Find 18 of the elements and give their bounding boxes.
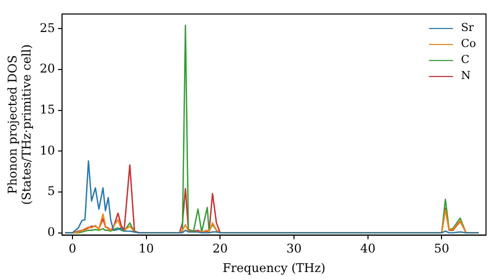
legend-label: Sr: [460, 20, 474, 36]
y-tick-label: 5: [47, 184, 56, 198]
x-tick-label: 0: [68, 242, 76, 256]
x-tick-label: 40: [360, 242, 376, 256]
x-tick-label: 30: [286, 242, 302, 256]
y-tick-label: 0: [47, 224, 56, 239]
legend-label: C: [460, 52, 470, 68]
y-tick-label: 10: [40, 143, 56, 158]
x-tick-label: 10: [138, 242, 154, 256]
x-tick-label: 20: [212, 242, 228, 256]
x-tick-label: 50: [434, 242, 450, 256]
legend-label: N: [460, 68, 471, 84]
y-tick-label: 25: [40, 20, 56, 35]
y-tick-label: 20: [40, 62, 56, 76]
y-axis-title: Phonon projected DOS (States/THz·primitive cell): [5, 44, 34, 205]
y-tick-label: 15: [40, 102, 56, 116]
legend-label: Co: [460, 36, 476, 52]
x-axis-title: Frequency (THz): [222, 260, 326, 275]
